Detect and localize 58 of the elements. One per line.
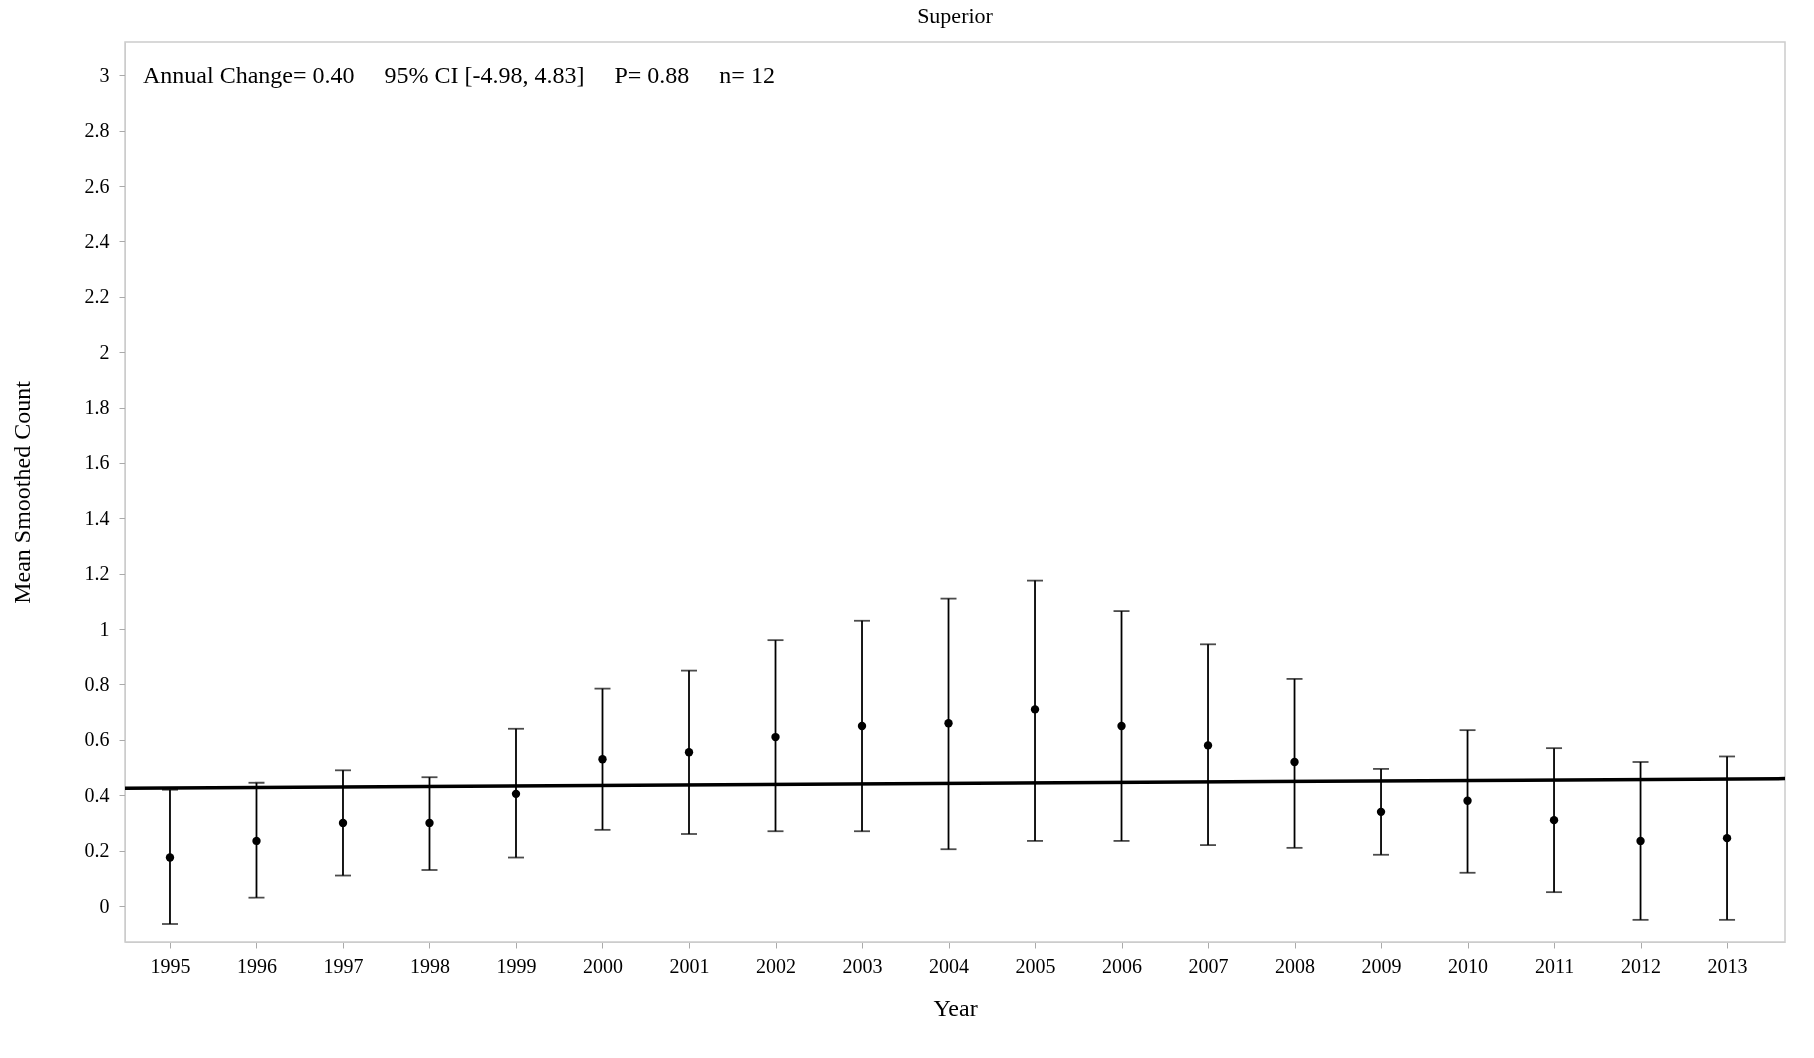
x-axis-title: Year — [933, 994, 978, 1021]
y-tick-label: 0.2 — [84, 839, 110, 862]
x-tick-label: 1998 — [409, 954, 450, 977]
y-tick-label: 2 — [99, 340, 110, 363]
point — [598, 755, 607, 764]
point — [1722, 833, 1732, 843]
x-tick-label: 2011 — [1534, 954, 1575, 977]
point — [944, 719, 953, 728]
x-tick-label: 2006 — [1102, 954, 1143, 977]
y-tick-label: 2.4 — [84, 229, 110, 252]
point — [1549, 815, 1559, 825]
y-tick-label: 2.8 — [84, 119, 110, 142]
y-tick-label: 0 — [99, 894, 110, 917]
x-tick-label: 2010 — [1448, 954, 1489, 977]
point — [511, 789, 521, 799]
y-tick-label: 1.8 — [84, 396, 110, 419]
x-tick-label: 2008 — [1275, 954, 1316, 977]
y-tick-label: 2.6 — [84, 174, 110, 197]
annotation: Annual Change= 0.40 95% CI [-4.98, 4.83] P= 0.88 n= 12 — [143, 62, 775, 88]
x-tick-label: 1996 — [236, 954, 277, 977]
x-tick-label: 2012 — [1621, 954, 1662, 977]
y-tick-label: 1 — [99, 617, 110, 640]
point — [425, 818, 434, 828]
point — [1030, 705, 1040, 714]
point — [1203, 741, 1213, 750]
x-tick-label: 1999 — [496, 954, 537, 977]
point — [1290, 757, 1299, 767]
x-tick-label: 1997 — [323, 954, 364, 977]
x-tick-label: 2009 — [1361, 954, 1402, 977]
y-tick-label: 0.8 — [84, 672, 110, 695]
x-tick-label: 2004 — [929, 954, 970, 977]
y-tick-label: 0.6 — [84, 728, 110, 751]
y-tick-label: 3 — [99, 63, 110, 86]
y-axis-title: Mean Smoothed Count — [8, 380, 35, 604]
point — [857, 721, 867, 731]
y-tick-label: 2.2 — [84, 285, 110, 308]
x-tick-label: 2013 — [1707, 954, 1748, 977]
x-tick-label: 2005 — [1015, 954, 1056, 977]
point — [165, 853, 175, 862]
x-tick-label: 1995 — [150, 954, 191, 977]
y-tick-label: 0.4 — [84, 783, 110, 806]
point — [252, 836, 261, 846]
x-tick-label: 2001 — [669, 954, 710, 977]
y-tick-label: 1.6 — [84, 451, 110, 474]
point — [771, 732, 780, 742]
point — [1463, 796, 1472, 805]
y-tick-label: 1.4 — [84, 506, 110, 529]
x-tick-label: 2007 — [1188, 954, 1229, 977]
y-tick-label: 1.2 — [84, 562, 110, 585]
point — [1117, 721, 1126, 731]
point — [1376, 807, 1386, 817]
point — [684, 748, 694, 757]
x-tick-label: 2000 — [583, 954, 623, 977]
point — [1636, 836, 1645, 846]
x-tick-label: 2003 — [842, 954, 883, 977]
x-tick-label: 2002 — [756, 954, 797, 977]
chart-title: Superior — [917, 3, 994, 28]
point — [338, 818, 348, 828]
